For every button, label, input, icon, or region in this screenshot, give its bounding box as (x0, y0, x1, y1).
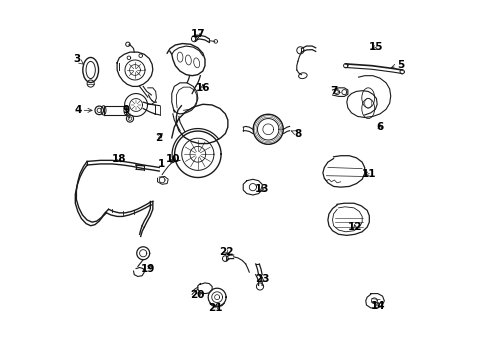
Text: 6: 6 (376, 122, 384, 132)
Text: 13: 13 (255, 184, 270, 194)
Text: 5: 5 (392, 60, 404, 70)
Text: 16: 16 (196, 83, 210, 93)
Text: 12: 12 (348, 222, 362, 232)
Text: 18: 18 (112, 154, 126, 164)
Text: 15: 15 (369, 42, 384, 52)
Text: 17: 17 (191, 29, 205, 39)
Text: 11: 11 (362, 168, 376, 179)
Text: 7: 7 (330, 86, 340, 96)
Text: 8: 8 (291, 129, 301, 139)
Text: 2: 2 (155, 133, 162, 143)
Text: 23: 23 (255, 274, 270, 284)
Text: 21: 21 (208, 303, 223, 313)
Text: 9: 9 (123, 105, 130, 118)
Text: 20: 20 (191, 290, 205, 300)
Text: 10: 10 (166, 154, 180, 164)
Text: 19: 19 (141, 264, 155, 274)
Text: 14: 14 (370, 301, 385, 311)
Text: 3: 3 (74, 54, 84, 64)
Text: 22: 22 (219, 247, 234, 257)
Text: 1: 1 (157, 159, 173, 169)
Text: 4: 4 (74, 105, 92, 115)
